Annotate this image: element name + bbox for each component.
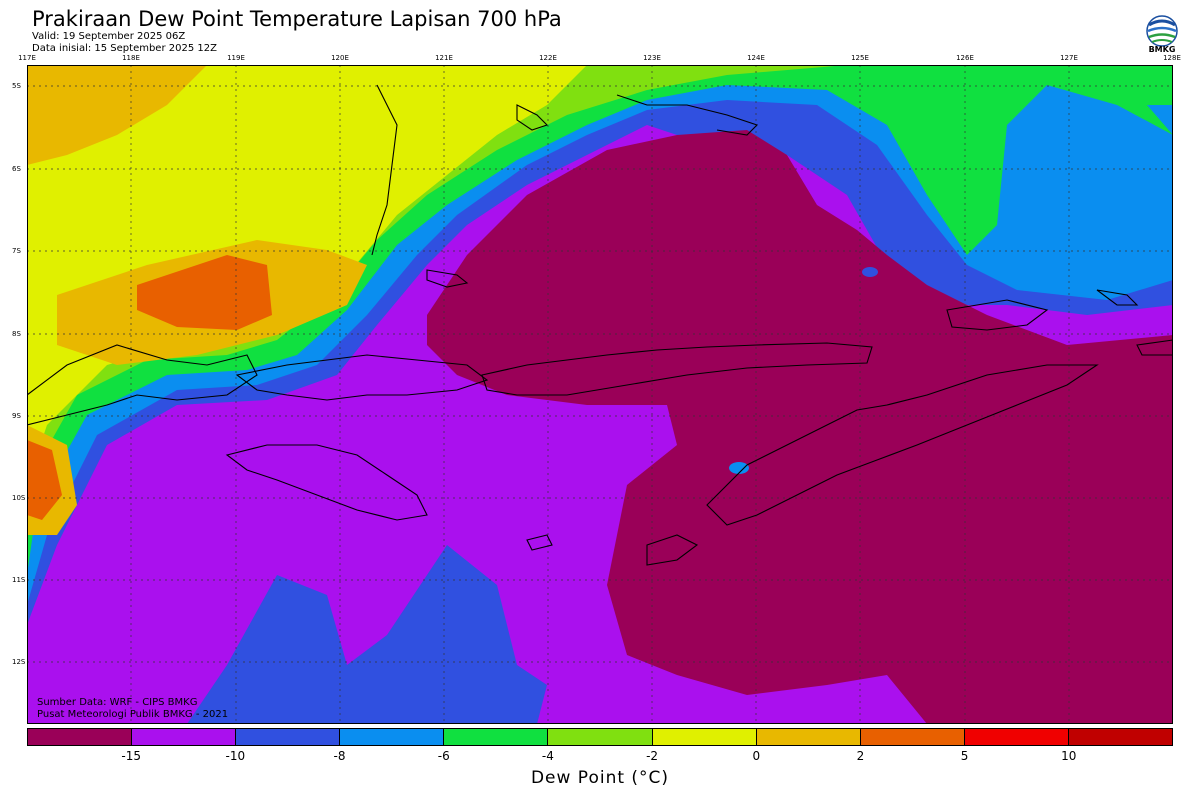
colorbar-segment [756,729,861,745]
contour-band [729,462,749,474]
colorbar-tick-label: 0 [752,749,761,763]
contour-band [862,267,878,277]
colorbar-tick-label: 2 [856,749,865,763]
coastlines [27,84,1173,566]
colorbar-segment [444,729,549,745]
colorbar-segment [964,729,1069,745]
colorbar-tick-label: -6 [437,749,450,763]
lon-tick: 128E [1163,54,1181,62]
colorbar-segment [652,729,757,745]
contour-band [427,130,1173,724]
contour-band [187,545,547,724]
colorbar [27,728,1173,746]
colorbar-tick-label: -2 [646,749,659,763]
lon-tick: 126E [956,54,974,62]
unit-label: Dew Point (°C) [530,768,670,788]
lat-tick: 7S [12,247,21,255]
lon-tick: 120E [331,54,349,62]
colorbar-tick-label: 5 [960,749,969,763]
colorbar-tick-label: -4 [541,749,554,763]
map-title: Prakiraan Dew Point Temperature Lapisan … [32,7,562,31]
colorbar-segment [132,729,237,745]
lon-tick: 119E [227,54,245,62]
logo-label: BMKG [1148,45,1176,54]
grid-lines [27,65,1173,724]
contour-band [27,440,62,520]
contour-band [137,255,272,330]
lon-tick: 118E [122,54,140,62]
lon-tick: 123E [643,54,661,62]
lat-tick: 12S [12,658,26,666]
lon-tick: 121E [435,54,453,62]
lat-tick: 6S [12,165,21,173]
contour-band [27,65,207,165]
colorbar-segment [548,729,653,745]
lon-tick: 127E [1060,54,1078,62]
colorbar-segment [340,729,445,745]
lon-tick: 125E [851,54,869,62]
colorbar-segment [236,729,341,745]
init-time: Data inisial: 15 September 2025 12Z [32,43,217,54]
lat-tick: 11S [12,576,26,584]
lat-tick: 8S [12,330,21,338]
colorbar-segment [1068,729,1173,745]
organization-credit: Pusat Meteorologi Publik BMKG - 2021 [37,709,229,720]
lon-tick: 122E [539,54,557,62]
colorbar-segment [860,729,965,745]
colorbar-tick-label: 10 [1061,749,1077,763]
lon-tick: 124E [747,54,765,62]
colorbar-tick-label: -8 [333,749,346,763]
dewpoint-map [27,65,1173,724]
contour-band [1147,105,1173,135]
valid-time: Valid: 19 September 2025 06Z [32,31,186,42]
colorbar-tick-label: -10 [225,749,246,763]
bmkg-logo-icon [1146,15,1178,47]
data-source-credit: Sumber Data: WRF - CIPS BMKG [37,697,198,708]
lat-tick: 9S [12,412,21,420]
lat-tick: 5S [12,82,21,90]
lat-tick: 10S [12,494,26,502]
lon-tick: 117E [18,54,36,62]
colorbar-segment [28,729,133,745]
colorbar-tick-label: -15 [121,749,141,763]
